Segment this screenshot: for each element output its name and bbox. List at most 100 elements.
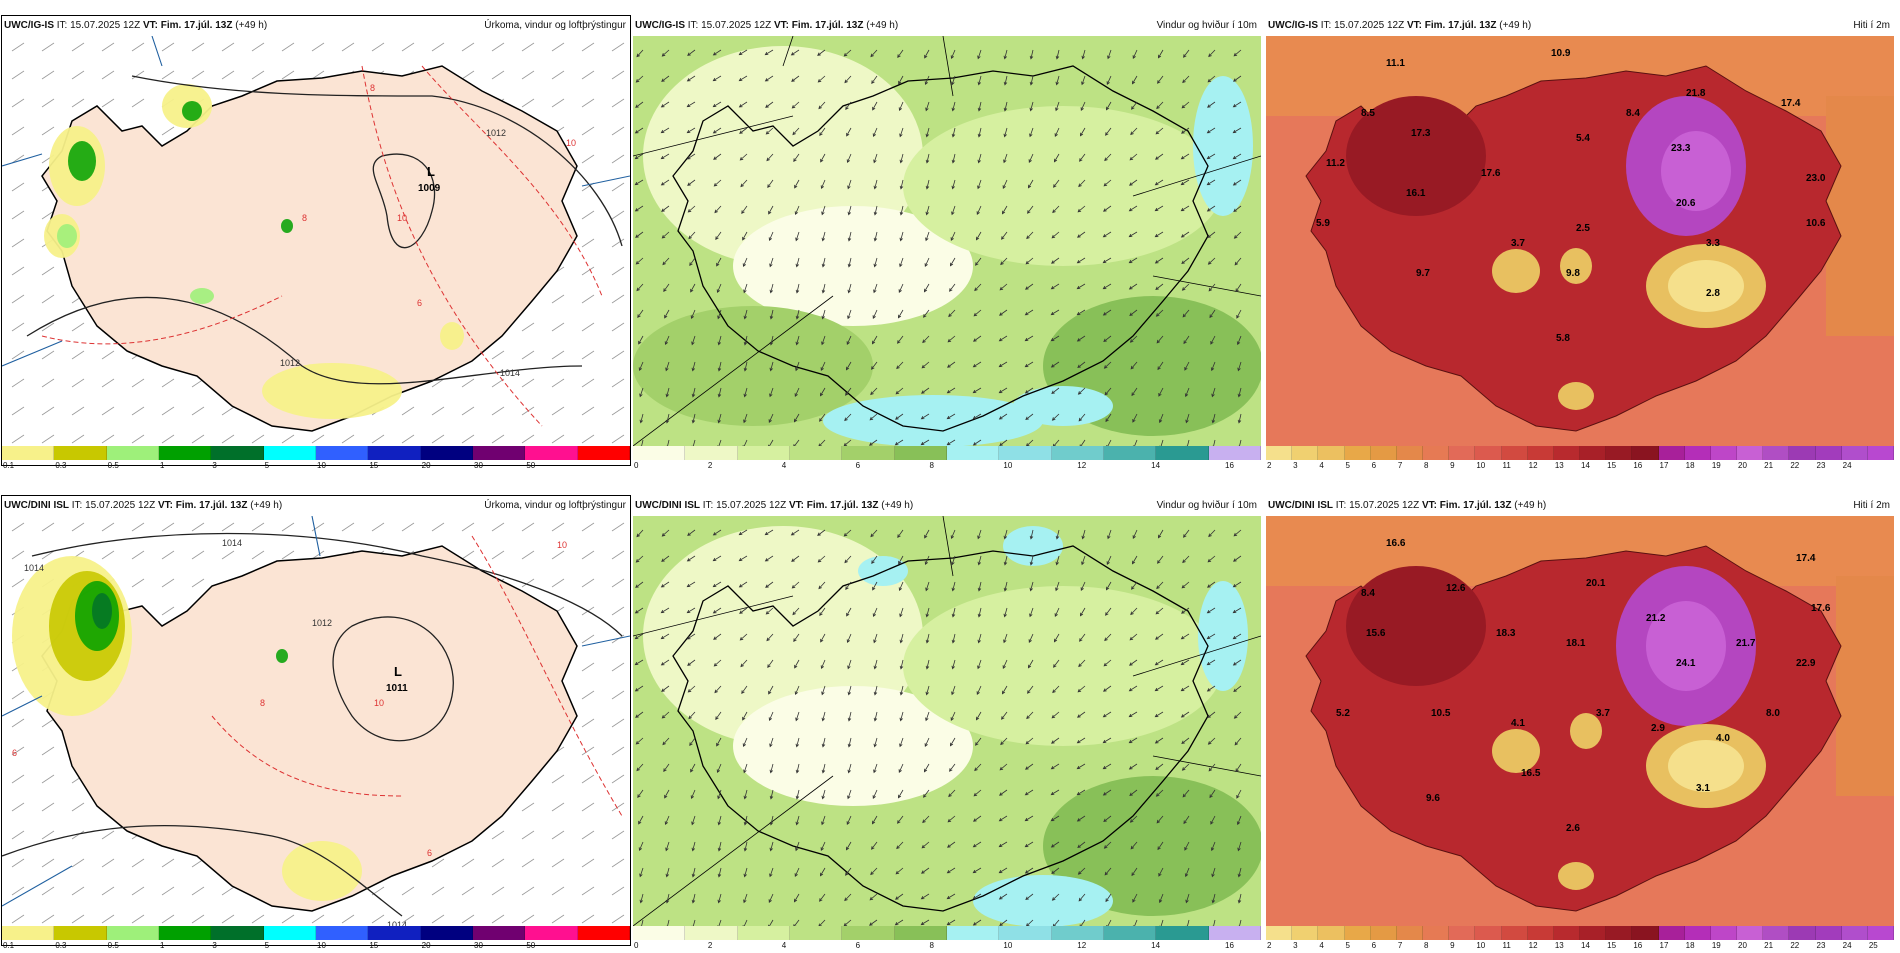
wind-arrow (1076, 257, 1086, 264)
wind-barb (101, 858, 115, 868)
wind-arrow (946, 867, 956, 874)
wind-arrow (1102, 763, 1112, 770)
wind-barb (491, 550, 505, 560)
wind-barb (11, 266, 25, 276)
wind-arrow (972, 439, 982, 446)
wind-arrow (1106, 75, 1112, 85)
wind-arrow (998, 815, 1008, 822)
wind-arrow (1237, 413, 1242, 424)
colorbar-swatch (789, 926, 843, 940)
wind-arrow (634, 633, 644, 640)
wind-arrow (1156, 101, 1164, 110)
wind-barb (491, 350, 505, 360)
wind-arrow (1077, 361, 1086, 369)
wind-arrow (1003, 633, 1008, 644)
wind-barb (41, 886, 55, 896)
wind-arrow (1051, 257, 1060, 264)
wind-arrow (923, 789, 930, 798)
wind-arrow (636, 283, 644, 292)
temperature-label: 5.8 (1556, 333, 1570, 344)
colorbar-swatch (368, 446, 421, 460)
wind-arrow (1233, 529, 1242, 537)
wind-barb (611, 378, 625, 388)
wind-arrow (1155, 763, 1164, 771)
wind-arrow (1183, 335, 1190, 345)
temperature-label: 17.3 (1411, 128, 1431, 139)
wind-arrow (1077, 387, 1086, 395)
wind-barb (611, 294, 625, 304)
wind-arrow (1237, 361, 1242, 372)
wind-arrow (845, 867, 852, 876)
wind-barb (611, 210, 625, 220)
wind-arrow (820, 659, 826, 670)
wind-arrow (1105, 413, 1112, 423)
wind-arrow (1128, 763, 1138, 770)
wind-barb (41, 210, 55, 220)
wind-barb (581, 378, 595, 388)
wind-barb (581, 210, 595, 220)
wind-arrow (1029, 101, 1034, 112)
colorbar-tick-label: 14 (1151, 941, 1161, 950)
colorbar-swatch (577, 926, 630, 940)
colorbar-swatch (315, 926, 369, 940)
wind-arrow (847, 659, 852, 670)
wind-arrow (1053, 633, 1060, 643)
wind-arrow (871, 75, 878, 84)
wind-arrow (999, 919, 1008, 926)
wind-arrow (1130, 127, 1138, 136)
wind-arrow (1237, 387, 1242, 398)
wind-arrow (820, 153, 826, 163)
temp-contour-label: 8 (302, 213, 307, 223)
wind-arrow (1027, 179, 1034, 189)
temperature-label: 9.7 (1416, 268, 1430, 279)
wind-arrow (870, 867, 878, 876)
wind-arrow (897, 335, 904, 344)
wind-arrow (977, 75, 982, 86)
wind-arrow (1236, 335, 1242, 346)
wind-arrow (665, 413, 670, 424)
wind-barb (161, 886, 175, 896)
wind-arrow (1003, 49, 1008, 60)
wind-barb (251, 70, 265, 80)
wind-arrow (973, 309, 982, 317)
wind-arrow (1078, 893, 1086, 902)
wind-arrow (873, 257, 878, 268)
wind-arrow (634, 659, 644, 666)
wind-arrow (1233, 75, 1242, 82)
wind-arrow (1025, 283, 1034, 290)
wind-arrow (1105, 607, 1112, 616)
wind-arrow (738, 529, 748, 536)
wind-arrow (972, 841, 982, 848)
wind-arrow (898, 75, 904, 85)
colorbar-swatch (472, 446, 526, 460)
wind-arrow (872, 101, 878, 111)
wind-arrow (925, 153, 930, 164)
wind-arrow (998, 867, 1008, 874)
wind-arrow (1232, 607, 1242, 614)
wind-barb (11, 238, 25, 248)
wind-barb (161, 858, 175, 868)
wind-arrow (1232, 153, 1242, 160)
wind-arrow (920, 413, 930, 420)
wind-arrow (1003, 75, 1008, 86)
colorbar-swatch (1841, 446, 1868, 460)
colorbar-swatch (1710, 446, 1738, 460)
wind-barb (101, 70, 115, 80)
wind-arrow (661, 685, 670, 692)
temperature-label: 3.7 (1511, 238, 1525, 249)
wind-arrow (1233, 685, 1242, 693)
wind-arrow (819, 893, 826, 902)
wind-arrow (975, 737, 982, 746)
colorbar-tick-label: 50 (526, 941, 536, 950)
colorbar-swatch (368, 926, 421, 940)
wind-arrow (847, 763, 852, 774)
wind-arrow (894, 919, 904, 926)
wind-barb (221, 550, 235, 560)
wind-barb (11, 350, 25, 360)
wind-arrow (794, 659, 800, 669)
wind-barb (41, 830, 55, 840)
wind-arrow (1129, 659, 1138, 666)
wind-arrow (713, 153, 722, 160)
wind-arrow (1206, 685, 1216, 692)
wind-barb (101, 378, 115, 388)
